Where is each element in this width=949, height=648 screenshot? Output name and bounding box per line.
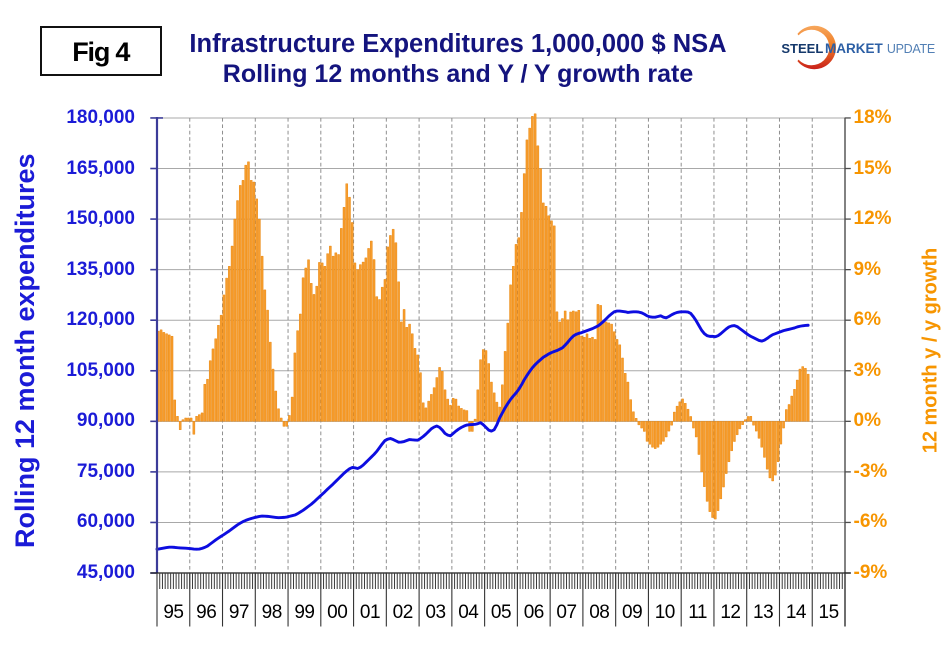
svg-text:STEEL: STEEL (781, 41, 823, 56)
svg-text:UPDATE: UPDATE (887, 42, 935, 56)
svg-text:MARKET: MARKET (825, 41, 883, 56)
